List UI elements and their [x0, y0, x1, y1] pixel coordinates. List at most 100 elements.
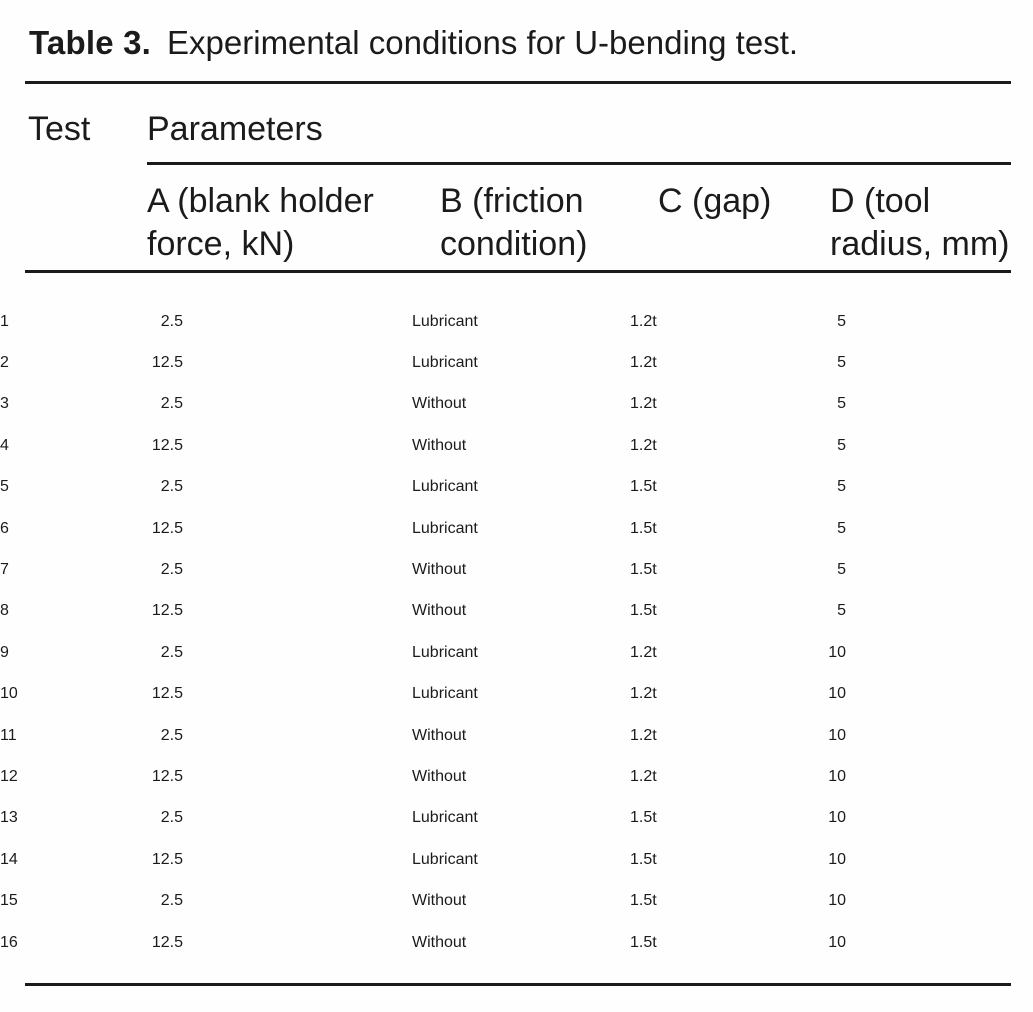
blank-holder-force-cell: 12.5: [119, 839, 412, 880]
tool-radius-cell-value: 5: [837, 436, 846, 454]
test-number-cell: 11: [0, 726, 17, 744]
blank-holder-force-cell: 2.5: [119, 632, 412, 673]
blank-holder-force-cell-value: 12.5: [151, 933, 183, 951]
blank-holder-force-cell-value: 12.5: [151, 850, 183, 868]
blank-holder-force-cell-value: 2.5: [160, 726, 183, 744]
friction-condition-cell: Without: [412, 726, 467, 744]
blank-holder-force-cell-value: 12.5: [151, 519, 183, 537]
tool-radius-cell: 5: [802, 466, 982, 507]
blank-holder-force-cell-value: 12.5: [151, 436, 183, 454]
table-row: 9 2.5 Lubricant 1.2t 10: [0, 632, 1033, 673]
gap-cell: 1.2t: [630, 726, 657, 744]
table-row: 6 12.5 Lubricant 1.5t 5: [0, 508, 1033, 549]
tool-radius-cell-value: 5: [837, 560, 846, 578]
table-row: 11 2.5 Without 1.2t 10: [0, 715, 1033, 756]
test-number-cell: 4: [0, 436, 9, 454]
tool-radius-cell: 5: [802, 549, 982, 590]
gap-cell: 1.2t: [630, 436, 657, 454]
tool-radius-cell-value: 10: [828, 933, 846, 951]
gap-cell: 1.5t: [630, 850, 657, 868]
test-number-cell: 13: [0, 809, 18, 827]
tool-radius-cell: 5: [802, 425, 982, 466]
blank-holder-force-cell-value: 2.5: [160, 560, 183, 578]
gap-cell: 1.5t: [630, 892, 657, 910]
tool-radius-cell: 10: [802, 797, 982, 838]
blank-holder-force-cell: 12.5: [119, 508, 412, 549]
table-caption: Table 3. Experimental conditions for U-be…: [29, 24, 1013, 62]
test-column-header: Test: [28, 110, 91, 148]
friction-condition-cell: Lubricant: [412, 685, 478, 703]
tool-radius-cell-value: 5: [837, 353, 846, 371]
blank-holder-force-cell: 12.5: [119, 673, 412, 714]
friction-condition-cell: Lubricant: [412, 850, 478, 868]
tool-radius-cell-value: 10: [828, 726, 846, 744]
blank-holder-force-cell-value: 2.5: [160, 478, 183, 496]
blank-holder-force-cell-value: 12.5: [151, 353, 183, 371]
friction-condition-header: B (friction condition): [440, 181, 588, 263]
gap-cell: 1.5t: [630, 478, 657, 496]
blank-holder-force-cell: 2.5: [119, 549, 412, 590]
blank-holder-force-cell-value: 2.5: [160, 643, 183, 661]
table-row: 7 2.5 Without 1.5t 5: [0, 549, 1033, 590]
blank-holder-force-cell: 2.5: [119, 715, 412, 756]
blank-holder-force-cell-value: 12.5: [151, 685, 183, 703]
friction-condition-cell: Without: [412, 933, 467, 951]
parameters-group-header: Parameters: [147, 110, 323, 148]
gap-cell: 1.5t: [630, 933, 657, 951]
blank-holder-force-cell: 2.5: [119, 301, 412, 342]
blank-holder-force-cell: 12.5: [119, 590, 412, 631]
tool-radius-cell-value: 5: [837, 478, 846, 496]
friction-condition-cell: Without: [412, 436, 467, 454]
friction-condition-cell: Without: [412, 560, 467, 578]
test-number-cell: 15: [0, 892, 18, 910]
tool-radius-cell: 10: [802, 880, 982, 921]
tool-radius-cell-value: 5: [837, 312, 846, 330]
tool-radius-cell-value: 10: [828, 643, 846, 661]
table-row: 1 2.5 Lubricant 1.2t 5: [0, 301, 1033, 342]
table-bottom-rule: [25, 983, 1011, 986]
gap-cell: 1.5t: [630, 519, 657, 537]
table-caption-text: Experimental conditions for U-bending te…: [167, 24, 799, 61]
gap-cell: 1.2t: [630, 685, 657, 703]
friction-condition-cell: Without: [412, 767, 467, 785]
gap-header: C (gap): [658, 181, 772, 220]
table-row: 14 12.5 Lubricant 1.5t 10: [0, 839, 1033, 880]
test-number-cell: 5: [0, 478, 9, 496]
gap-cell: 1.2t: [630, 312, 657, 330]
gap-cell: 1.5t: [630, 602, 657, 620]
blank-holder-force-cell: 2.5: [119, 383, 412, 424]
tool-radius-cell: 5: [802, 590, 982, 631]
table-row: 4 12.5 Without 1.2t 5: [0, 425, 1033, 466]
friction-condition-cell: Without: [412, 395, 467, 413]
test-number-cell: 8: [0, 602, 9, 620]
test-number-cell: 7: [0, 560, 9, 578]
blank-holder-force-cell: 12.5: [119, 342, 412, 383]
blank-holder-force-cell: 2.5: [119, 880, 412, 921]
friction-condition-cell: Lubricant: [412, 519, 478, 537]
tool-radius-cell: 10: [802, 632, 982, 673]
tool-radius-cell: 10: [802, 756, 982, 797]
tool-radius-cell: 10: [802, 839, 982, 880]
blank-holder-force-cell-value: 2.5: [160, 312, 183, 330]
blank-holder-force-cell: 12.5: [119, 756, 412, 797]
table-row: 16 12.5 Without 1.5t 10: [0, 922, 1033, 963]
table-row: 5 2.5 Lubricant 1.5t 5: [0, 466, 1033, 507]
table-row: 8 12.5 Without 1.5t 5: [0, 590, 1033, 631]
blank-holder-force-cell: 12.5: [119, 922, 412, 963]
test-number-cell: 16: [0, 933, 18, 951]
tool-radius-cell-value: 10: [828, 809, 846, 827]
table-caption-number: Table 3.: [29, 24, 152, 61]
test-number-cell: 9: [0, 643, 9, 661]
table-row: 13 2.5 Lubricant 1.5t 10: [0, 797, 1033, 838]
test-number-cell: 3: [0, 395, 9, 413]
friction-condition-cell: Without: [412, 602, 467, 620]
tool-radius-cell-value: 10: [828, 892, 846, 910]
blank-holder-force-cell: 2.5: [119, 797, 412, 838]
blank-holder-force-cell-value: 12.5: [151, 767, 183, 785]
gap-cell: 1.2t: [630, 353, 657, 371]
blank-holder-force-cell-value: 2.5: [160, 809, 183, 827]
tool-radius-cell-value: 10: [828, 850, 846, 868]
tool-radius-cell-value: 10: [828, 767, 846, 785]
table-top-rule: [25, 81, 1011, 84]
